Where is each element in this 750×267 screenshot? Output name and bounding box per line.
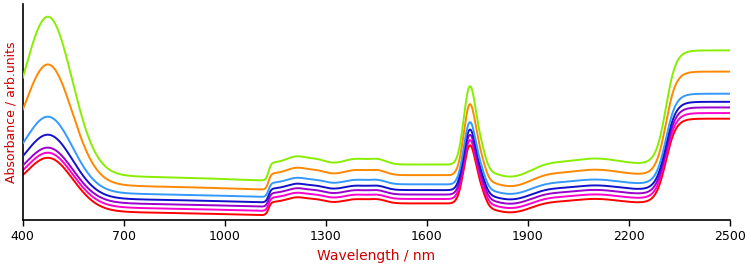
X-axis label: Wavelength / nm: Wavelength / nm (317, 249, 435, 263)
Y-axis label: Absorbance / arb.units: Absorbance / arb.units (4, 41, 17, 183)
